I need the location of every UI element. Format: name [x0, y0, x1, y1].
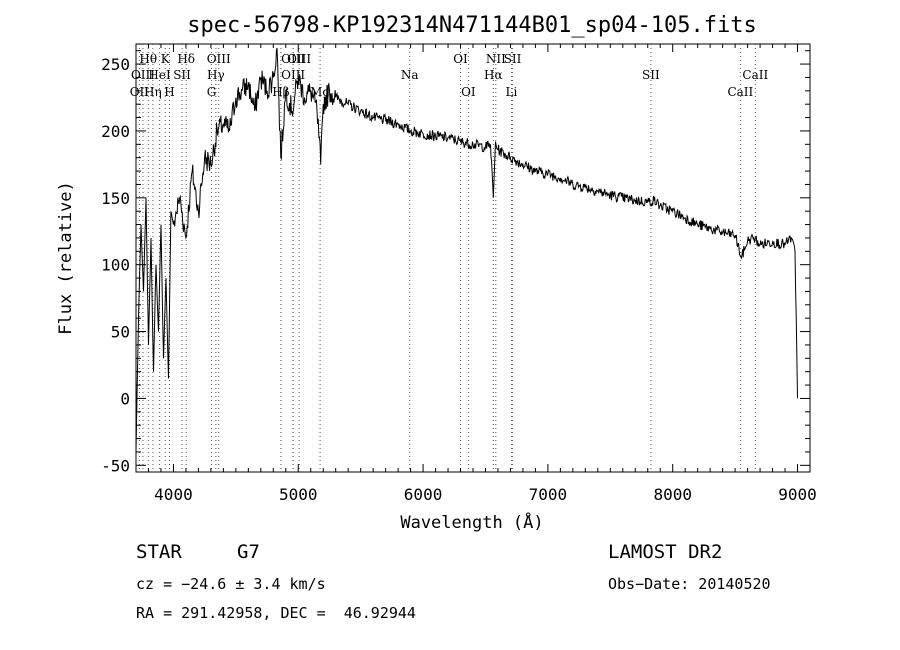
line-marker-label: Hθ [139, 52, 157, 66]
line-marker-label: K [161, 52, 171, 66]
y-tick-label: 50 [111, 323, 130, 342]
line-marker-label: SII [173, 68, 191, 82]
line-marker-label: CaII [727, 85, 753, 99]
y-tick-label: -50 [101, 456, 130, 475]
line-marker-label: OIII [207, 52, 231, 66]
y-tick-label: 100 [101, 256, 130, 275]
line-marker-label: Li [506, 85, 518, 99]
x-tick-label: 9000 [778, 485, 817, 504]
velocity-text: cz = −24.6 ± 3.4 km/s [136, 575, 326, 593]
y-tick-label: 250 [101, 55, 130, 74]
line-marker-label: SII [504, 52, 522, 66]
line-marker-label: NII [486, 52, 506, 66]
obs-date: Obs−Date: 20140520 [608, 575, 771, 593]
line-marker-label: OIII [281, 52, 305, 66]
line-marker-label: Hη [144, 85, 162, 99]
spectrum-series [135, 47, 798, 452]
chart-title: spec-56798-KP192314N471144B01_sp04-105.f… [187, 13, 757, 38]
line-marker-label: Hα [484, 68, 503, 82]
line-marker-label: SII [642, 68, 660, 82]
x-tick-label: 5000 [279, 485, 318, 504]
survey-name: LAMOST DR2 [608, 541, 723, 563]
line-marker-label: Hγ [207, 68, 225, 82]
subclass: G7 [237, 541, 260, 563]
y-tick-label: 150 [101, 189, 130, 208]
line-marker-label: OIII [131, 68, 155, 82]
line-marker-label: H [164, 85, 174, 99]
line-marker-label: HeI [148, 68, 171, 82]
line-marker-label: OI [453, 52, 468, 66]
line-marker-label: OIII [281, 68, 305, 82]
line-marker-label: Hδ [177, 52, 195, 66]
object-class: STAR [136, 541, 182, 563]
axis-ticks: 4000 5000 6000 7000 8000 9000 -50 0 50 100 150 200 2… [101, 44, 817, 504]
plot-frame [135, 43, 811, 473]
x-axis-label: Wavelength (Å) [400, 511, 543, 533]
x-tick-label: 6000 [404, 485, 443, 504]
line-marker-label: OI [461, 85, 476, 99]
line-marker-label: OIII [287, 52, 311, 66]
y-axis-label: Flux (relative) [56, 181, 76, 335]
x-tick-label: 8000 [653, 485, 692, 504]
line-marker-label: G [207, 85, 217, 99]
line-marker-label: Na [401, 68, 419, 82]
y-tick-label: 200 [101, 122, 130, 141]
y-tick-label: 0 [120, 389, 130, 408]
line-marker-label: CaII [742, 68, 768, 82]
x-tick-label: 4000 [154, 485, 193, 504]
x-tick-label: 7000 [529, 485, 568, 504]
line-marker-label: OII [130, 85, 150, 99]
series-group [135, 47, 798, 452]
coordinates-text: RA = 291.42958, DEC = 46.92944 [136, 604, 416, 622]
